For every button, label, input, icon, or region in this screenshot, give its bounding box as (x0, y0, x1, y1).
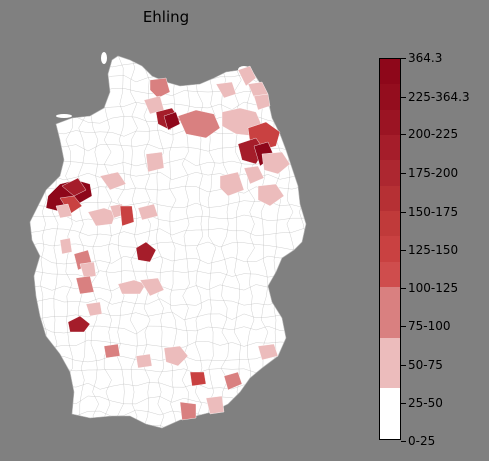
district-border-line (30, 297, 305, 306)
district-region (137, 203, 159, 221)
district-region (257, 183, 285, 207)
color-scale-segment (380, 160, 400, 186)
color-scale-tick (401, 212, 406, 213)
color-scale-segment (380, 363, 400, 389)
district-region (119, 205, 135, 227)
district-region (243, 165, 265, 185)
color-scale-tick (401, 365, 406, 366)
district-region (179, 401, 197, 421)
color-scale-label: 0-25 (408, 434, 436, 448)
district-border-line (233, 56, 242, 428)
district-region (145, 151, 165, 173)
district-border-line (30, 228, 305, 236)
district-region (99, 171, 127, 191)
district-border-line (246, 56, 256, 428)
district-border-line (30, 270, 305, 278)
district-region (75, 275, 95, 295)
color-scale-segment (380, 84, 400, 110)
color-scale-segment (380, 388, 400, 414)
district-region (79, 261, 97, 279)
color-scale-segment (380, 413, 400, 439)
district-border-line (30, 353, 305, 363)
district-region (103, 343, 121, 359)
district-border-line (30, 339, 305, 348)
district-region (135, 241, 157, 263)
district-border-line (207, 56, 216, 428)
color-scale-segment (380, 236, 400, 262)
district-region (85, 301, 103, 317)
district-region (163, 345, 189, 367)
color-scale-segment (380, 287, 400, 313)
color-scale-tick (401, 58, 406, 59)
color-scale-segment (380, 261, 400, 288)
district-region (215, 81, 237, 99)
district-border-line (30, 255, 305, 265)
district-border-line (220, 56, 230, 428)
color-scale-label: 150-175 (408, 205, 459, 219)
district-region (139, 277, 165, 297)
district-region (205, 395, 225, 415)
district-region (55, 203, 73, 219)
color-scale-tick (401, 250, 406, 251)
color-scale-tick (401, 134, 406, 135)
color-scale-label: 100-125 (408, 281, 459, 295)
district-region (219, 171, 245, 197)
district-region (117, 279, 147, 295)
district-border-line (116, 56, 125, 428)
district-border-line (30, 311, 305, 320)
district-region (67, 315, 91, 333)
color-scale-label: 225-364.3 (408, 90, 470, 104)
district-region (149, 77, 171, 99)
district-border-line (195, 56, 204, 428)
color-scale-label: 200-225 (408, 127, 459, 141)
color-scale-tick (401, 441, 406, 442)
color-scale-segment (380, 185, 400, 212)
district-region (163, 111, 181, 131)
district-border-line (181, 56, 190, 428)
district-region (223, 371, 243, 391)
district-region (253, 93, 271, 111)
color-scale-tick (401, 403, 406, 404)
color-scale-tick (401, 326, 406, 327)
district-border-line (129, 56, 138, 428)
color-scale-bar (379, 58, 401, 440)
color-scale-segment (380, 59, 400, 85)
district-border-line (30, 325, 305, 335)
color-scale-label: 125-150 (408, 243, 459, 257)
district-border-line (103, 56, 113, 428)
color-scale-label: 50-75 (408, 358, 443, 372)
district-border-line (30, 56, 34, 428)
color-scale-segment (380, 312, 400, 338)
map-title: Ehling (142, 8, 190, 26)
color-scale-segment (380, 211, 400, 237)
district-regions (45, 65, 291, 421)
color-scale-label: 75-100 (408, 319, 451, 333)
color-scale-tick (401, 173, 406, 174)
district-region (135, 353, 153, 369)
color-scale-segment (380, 109, 400, 136)
district-region (189, 371, 207, 387)
color-scale-segment (380, 337, 400, 364)
color-scale-label: 25-50 (408, 396, 443, 410)
district-region (257, 343, 279, 361)
color-scale-label: 364.3 (408, 51, 443, 65)
district-region (261, 151, 291, 175)
color-scale-label: 175-200 (408, 166, 459, 180)
district-region (237, 65, 257, 87)
district-region (61, 177, 87, 197)
district-border-line (30, 60, 305, 68)
color-scale-tick (401, 97, 406, 98)
district-region (177, 109, 221, 139)
district-region (59, 237, 73, 255)
color-scale-segment (380, 135, 400, 161)
color-scale-tick (401, 288, 406, 289)
